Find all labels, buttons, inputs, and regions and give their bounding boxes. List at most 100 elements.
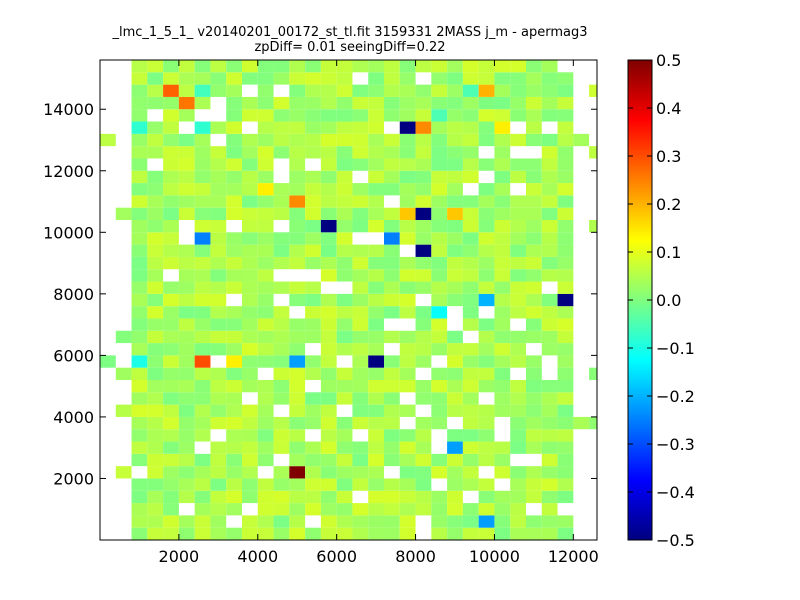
- heatmap-cell: [131, 515, 148, 528]
- heatmap-cell: [226, 207, 242, 220]
- heatmap-cell: [257, 121, 274, 134]
- heatmap-cell: [320, 330, 337, 344]
- heatmap-cell: [242, 109, 258, 122]
- heatmap-cell: [415, 306, 432, 319]
- heatmap-cell: [115, 330, 132, 344]
- heatmap-cell: [526, 256, 542, 270]
- heatmap-cell: [257, 380, 274, 393]
- heatmap-cell: [431, 453, 448, 467]
- heatmap-cell: [320, 466, 337, 479]
- heatmap-cell: [178, 183, 195, 196]
- heatmap-cell: [273, 256, 290, 270]
- heatmap-cell: [510, 306, 526, 319]
- heatmap-cell: [163, 72, 179, 85]
- heatmap-cell: [494, 207, 511, 220]
- heatmap-cell: [178, 416, 195, 430]
- heatmap-cell: [494, 269, 511, 282]
- heatmap-cell: [147, 355, 164, 368]
- heatmap-cell: [305, 503, 321, 516]
- heatmap-cell: [147, 416, 164, 430]
- heatmap-cell: [242, 244, 258, 257]
- heatmap-cell: [541, 269, 558, 282]
- heatmap-cell: [478, 355, 495, 368]
- heatmap-cell: [462, 343, 479, 356]
- heatmap-cell: [320, 244, 337, 257]
- heatmap-cell: [257, 207, 274, 220]
- heatmap-cell: [384, 60, 400, 73]
- heatmap-cell: [541, 453, 558, 467]
- heatmap-cell: [368, 441, 384, 454]
- heatmap-cell: [257, 527, 274, 540]
- plot-frame: [99, 59, 598, 541]
- heatmap-cell: [352, 96, 369, 110]
- heatmap-cell: [415, 60, 432, 73]
- heatmap-cell: [462, 133, 479, 147]
- heatmap-cell: [305, 466, 321, 479]
- heatmap-cell: [368, 380, 384, 393]
- heatmap-cell: [147, 121, 164, 134]
- heatmap-cell: [368, 466, 384, 479]
- heatmap-cell: [242, 207, 258, 220]
- heatmap-cell: [526, 515, 542, 528]
- x-tick-label: 12000: [548, 547, 599, 566]
- heatmap-cell: [431, 121, 448, 134]
- heatmap-cell: [431, 158, 448, 171]
- heatmap-cell: [273, 60, 290, 73]
- heatmap-cell: [384, 170, 400, 184]
- heatmap-cell: [336, 121, 353, 134]
- heatmap-cell: [194, 84, 211, 97]
- heatmap-cell: [242, 183, 258, 196]
- heatmap-cell: [526, 527, 542, 540]
- heatmap-cell: [320, 220, 337, 233]
- heatmap-cell: [510, 72, 526, 85]
- heatmap-cell: [352, 355, 369, 368]
- heatmap-cell: [399, 133, 416, 147]
- heatmap-cell: [462, 306, 479, 319]
- heatmap-cell: [494, 503, 511, 516]
- heatmap-cell: [242, 527, 258, 540]
- heatmap-cell: [210, 281, 227, 294]
- heatmap-cell: [163, 293, 179, 307]
- heatmap-cell: [447, 527, 463, 540]
- heatmap-cell: [147, 429, 164, 442]
- heatmap-cell: [494, 306, 511, 319]
- heatmap-cell: [305, 195, 321, 208]
- heatmap-cell: [320, 109, 337, 122]
- heatmap-cell: [478, 330, 495, 344]
- heatmap-cell: [242, 318, 258, 331]
- heatmap-cell: [462, 60, 479, 73]
- heatmap-cell: [431, 343, 448, 356]
- heatmap-cell: [131, 96, 148, 110]
- heatmap-cell: [526, 244, 542, 257]
- heatmap-cell: [289, 392, 306, 405]
- heatmap-cell: [147, 490, 164, 504]
- heatmap-cell: [163, 133, 179, 147]
- heatmap-cell: [510, 478, 526, 491]
- heatmap-cell: [462, 416, 479, 430]
- heatmap-cell: [557, 109, 574, 122]
- heatmap-cell: [336, 429, 353, 442]
- heatmap-cell: [541, 416, 558, 430]
- heatmap-cell: [147, 515, 164, 528]
- heatmap-cell: [320, 515, 337, 528]
- heatmap-cell: [178, 269, 195, 282]
- heatmap-cell: [415, 220, 432, 233]
- heatmap-cell: [384, 133, 400, 147]
- heatmap-cell: [399, 281, 416, 294]
- heatmap-cell: [557, 441, 574, 454]
- heatmap-cell: [384, 416, 400, 430]
- heatmap-cell: [384, 453, 400, 467]
- heatmap-cell: [447, 183, 463, 196]
- heatmap-cell: [399, 121, 416, 134]
- heatmap-cell: [163, 355, 179, 368]
- heatmap-cell: [131, 244, 148, 257]
- heatmap-cell: [494, 355, 511, 368]
- heatmap-cell: [541, 244, 558, 257]
- heatmap-cell: [447, 281, 463, 294]
- heatmap-cell: [305, 244, 321, 257]
- heatmap-cell: [178, 109, 195, 122]
- heatmap-cell: [352, 330, 369, 344]
- heatmap-cell: [273, 195, 290, 208]
- heatmap-cell: [178, 515, 195, 528]
- heatmap-cell: [415, 478, 432, 491]
